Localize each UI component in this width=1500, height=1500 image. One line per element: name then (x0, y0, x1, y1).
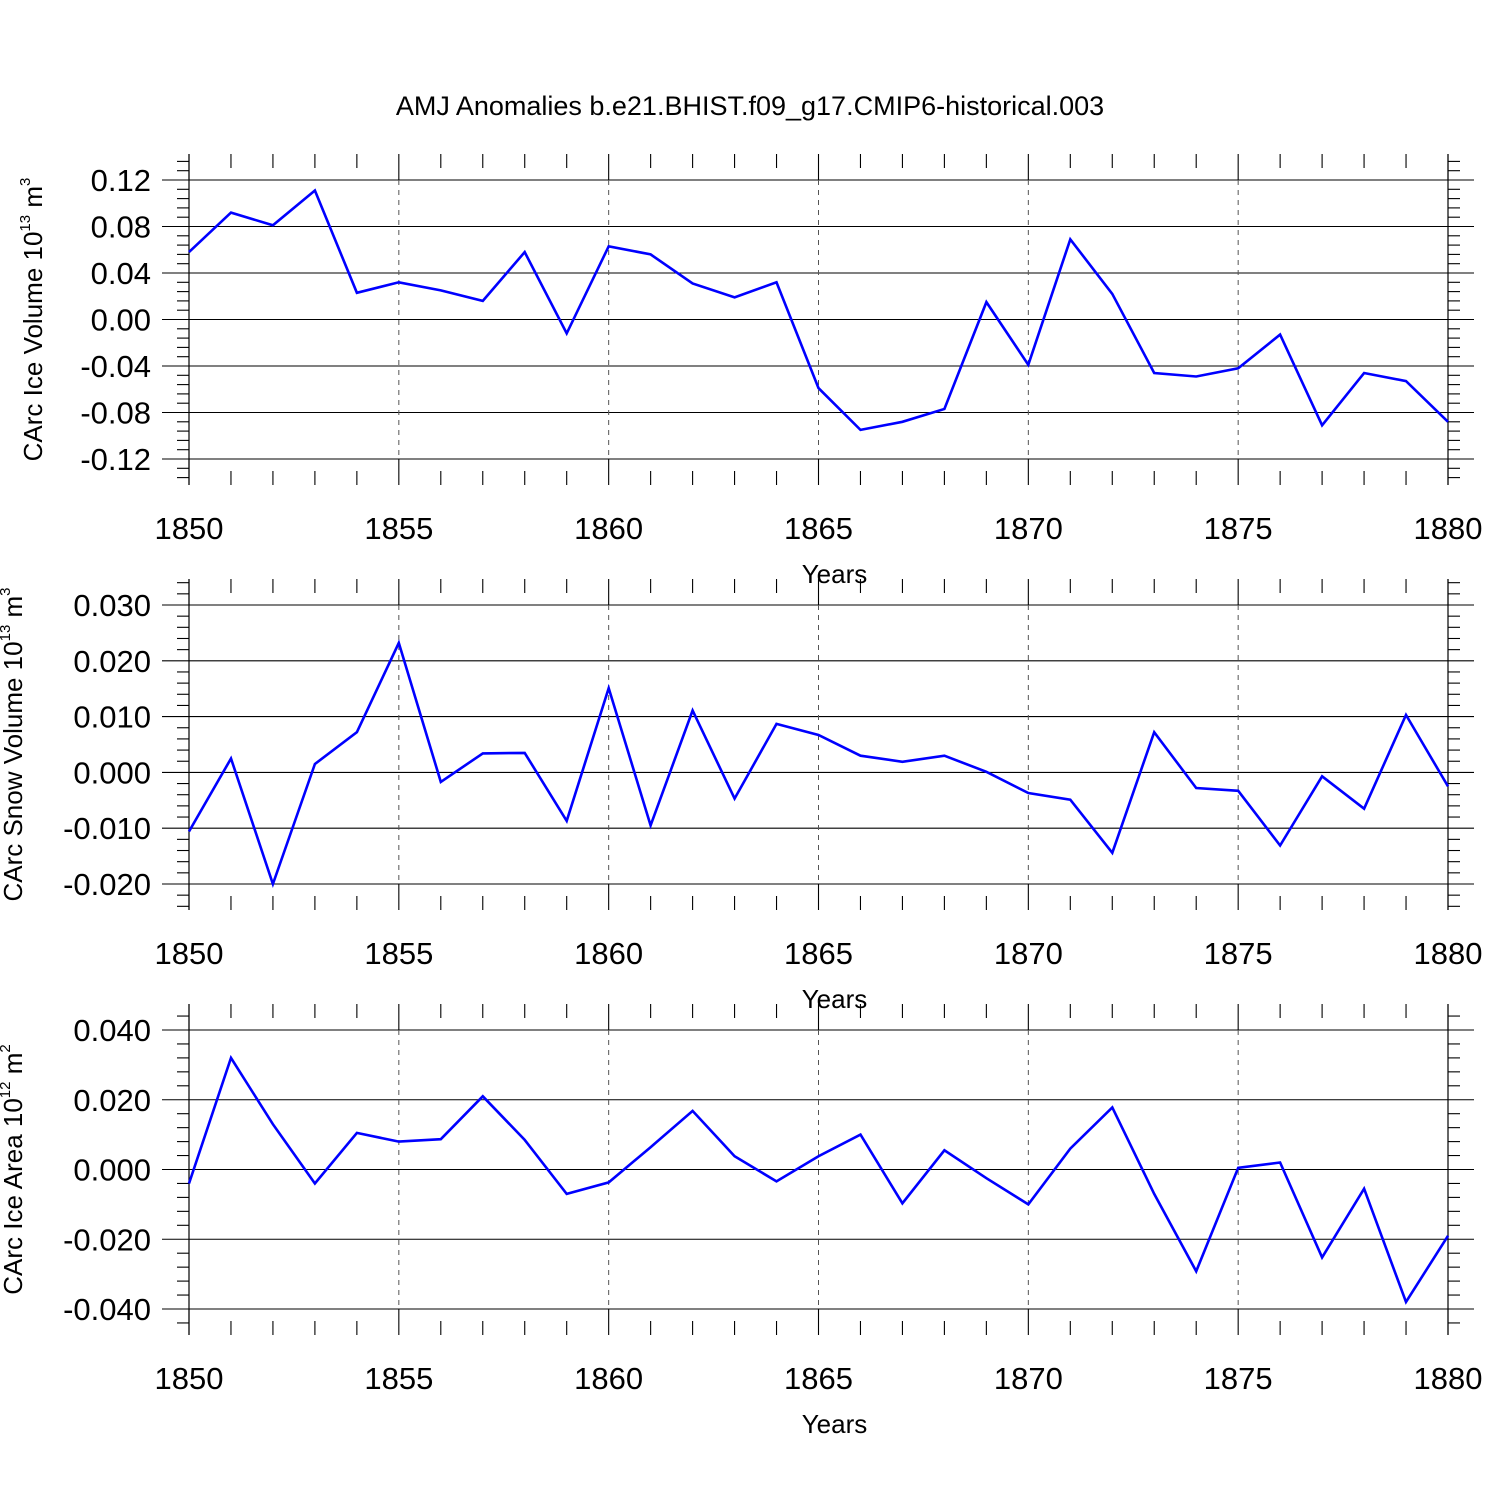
x-tick-label: 1875 (1204, 936, 1273, 971)
x-tick-label: 1860 (574, 511, 643, 546)
y-tick-label: 0.000 (73, 1153, 151, 1188)
y-axis-label: CArc Ice Area 1012 m2 (0, 1044, 28, 1294)
x-axis-label: Years (802, 1409, 868, 1439)
y-tick-label: -0.040 (63, 1292, 151, 1327)
y-tick-label: 0.030 (73, 588, 151, 623)
x-tick-label: 1880 (1414, 1361, 1483, 1396)
series-line (187, 639, 1450, 889)
x-tick-label: 1870 (994, 1361, 1063, 1396)
x-tick-label: 1855 (364, 511, 433, 546)
y-tick-label: -0.020 (63, 1222, 151, 1257)
series-line (188, 188, 1449, 432)
x-axis-label: Years (802, 559, 868, 589)
y-tick-label: 0.00 (91, 303, 151, 338)
y-axis-label: CArc Ice Volume 1013 m3 (17, 178, 48, 462)
y-tick-label: 0.12 (91, 163, 151, 198)
x-tick-label: 1875 (1204, 1361, 1273, 1396)
y-axis-label: CArc Snow Volume 1013 m3 (0, 587, 28, 901)
y-tick-label: 0.000 (73, 755, 151, 790)
x-tick-label: 1880 (1414, 511, 1483, 546)
y-tick-label: -0.020 (63, 867, 151, 902)
x-tick-label: 1865 (784, 936, 853, 971)
y-tick-label: -0.12 (80, 442, 151, 477)
y-tick-label: -0.08 (80, 396, 151, 431)
panels-group: 1850 1855 1860 1865 1870 1875 1880 -0.12 -0.08 -0… (0, 154, 1482, 1439)
y-tick-label: 0.08 (91, 210, 151, 245)
x-tick-label: 1850 (155, 511, 224, 546)
x-tick-label: 1865 (784, 511, 853, 546)
x-tick-label: 1850 (155, 936, 224, 971)
x-tick-label: 1860 (574, 1361, 643, 1396)
y-tick-label: -0.010 (63, 811, 151, 846)
x-tick-label: 1850 (155, 1361, 224, 1396)
x-tick-label: 1855 (364, 936, 433, 971)
x-tick-label: 1870 (994, 511, 1063, 546)
x-tick-label: 1875 (1204, 511, 1273, 546)
y-tick-label: 0.020 (73, 1083, 151, 1118)
x-tick-label: 1870 (994, 936, 1063, 971)
panel-3: 1850 1855 1860 1865 1870 1875 1880 -0.040 -0.020… (0, 1004, 1482, 1439)
y-tick-label: 0.04 (91, 256, 151, 291)
y-tick-label: 0.040 (73, 1013, 151, 1048)
chart-title: AMJ Anomalies b.e21.BHIST.f09_g17.CMIP6-… (396, 91, 1104, 121)
series-line (187, 1054, 1450, 1305)
panel-1: 1850 1855 1860 1865 1870 1875 1880 -0.12 -0.08 -0… (17, 154, 1482, 589)
x-tick-label: 1860 (574, 936, 643, 971)
x-axis-label: Years (802, 984, 868, 1014)
x-tick-label: 1880 (1414, 936, 1483, 971)
x-tick-label: 1855 (364, 1361, 433, 1396)
panel-2: 1850 1855 1860 1865 1870 1875 1880 -0.020 -0.010… (0, 579, 1482, 1014)
y-tick-label: 0.020 (73, 644, 151, 679)
x-tick-label: 1865 (784, 1361, 853, 1396)
y-tick-label: 0.010 (73, 700, 151, 735)
y-tick-label: -0.04 (80, 349, 151, 384)
